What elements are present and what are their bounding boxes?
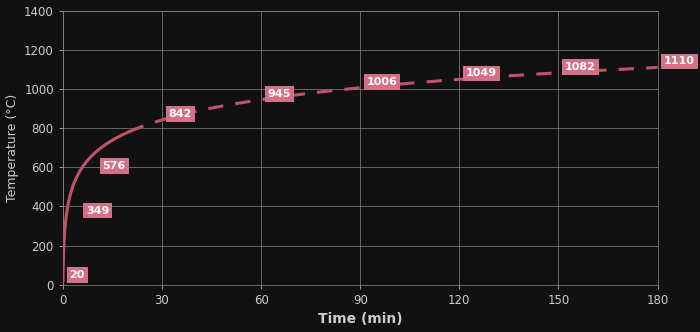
Text: 1110: 1110 — [664, 56, 695, 66]
Text: 349: 349 — [86, 206, 109, 215]
Text: 20: 20 — [69, 270, 85, 280]
Text: 1049: 1049 — [466, 68, 497, 78]
Text: 1006: 1006 — [367, 77, 398, 87]
X-axis label: Time (min): Time (min) — [318, 312, 402, 326]
Text: 1082: 1082 — [565, 62, 596, 72]
Y-axis label: Temperature (°C): Temperature (°C) — [6, 94, 19, 202]
Text: 842: 842 — [169, 109, 192, 119]
Text: 576: 576 — [102, 161, 126, 171]
Text: 945: 945 — [267, 89, 291, 99]
